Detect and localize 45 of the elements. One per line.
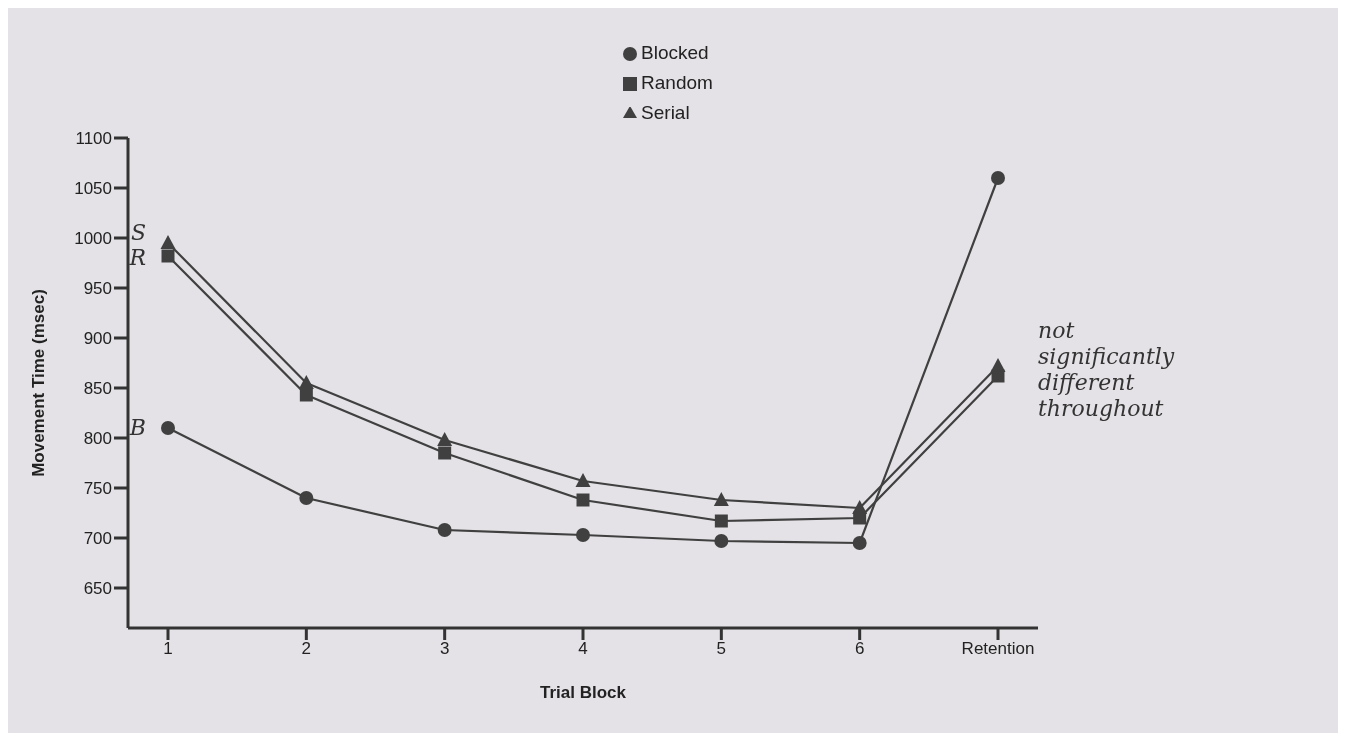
point xyxy=(576,528,590,542)
y-axis-title: Movement Time (msec) xyxy=(29,289,49,477)
point xyxy=(852,500,868,514)
point xyxy=(714,514,728,528)
annotation: R xyxy=(128,245,146,270)
point xyxy=(299,491,314,505)
point xyxy=(438,446,452,460)
point xyxy=(161,249,175,263)
x-tick-label: 5 xyxy=(716,639,727,659)
x-tick-label: 3 xyxy=(439,639,450,659)
annotation: not significantly different throughout xyxy=(1038,318,1175,421)
y-tick-label: 1000 xyxy=(74,229,112,249)
x-tick-label: 4 xyxy=(578,639,588,659)
point xyxy=(990,358,1006,372)
point xyxy=(437,432,453,446)
legend-label: Random xyxy=(641,72,713,93)
point xyxy=(437,523,452,537)
x-axis-title: Trial Block xyxy=(540,683,627,702)
point xyxy=(576,493,590,507)
y-tick-label: 650 xyxy=(83,579,112,599)
x-tick-label: Retention xyxy=(961,639,1035,659)
y-tick-label: 1050 xyxy=(74,179,112,199)
x-tick-label: 2 xyxy=(301,639,312,659)
legend-label: Blocked xyxy=(641,42,709,63)
point xyxy=(991,171,1005,185)
y-tick-label: 750 xyxy=(83,479,112,499)
y-tick-label: 900 xyxy=(83,329,112,349)
point xyxy=(298,375,314,389)
point xyxy=(160,235,176,249)
point xyxy=(852,536,867,550)
y-tick-label: 1100 xyxy=(75,129,112,149)
point xyxy=(714,534,729,548)
annotation: S xyxy=(130,220,146,245)
point xyxy=(161,421,175,435)
y-tick-label: 700 xyxy=(83,529,112,549)
legend-label: Serial xyxy=(641,102,690,123)
point xyxy=(575,473,591,487)
point xyxy=(299,388,313,402)
point xyxy=(713,492,729,506)
y-tick-label: 800 xyxy=(83,429,112,449)
annotation: B xyxy=(128,415,146,440)
y-tick-label: 850 xyxy=(83,379,112,399)
x-tick-label: 1 xyxy=(163,639,173,659)
y-tick-label: 950 xyxy=(83,279,112,299)
x-tick-label: 6 xyxy=(854,639,865,659)
